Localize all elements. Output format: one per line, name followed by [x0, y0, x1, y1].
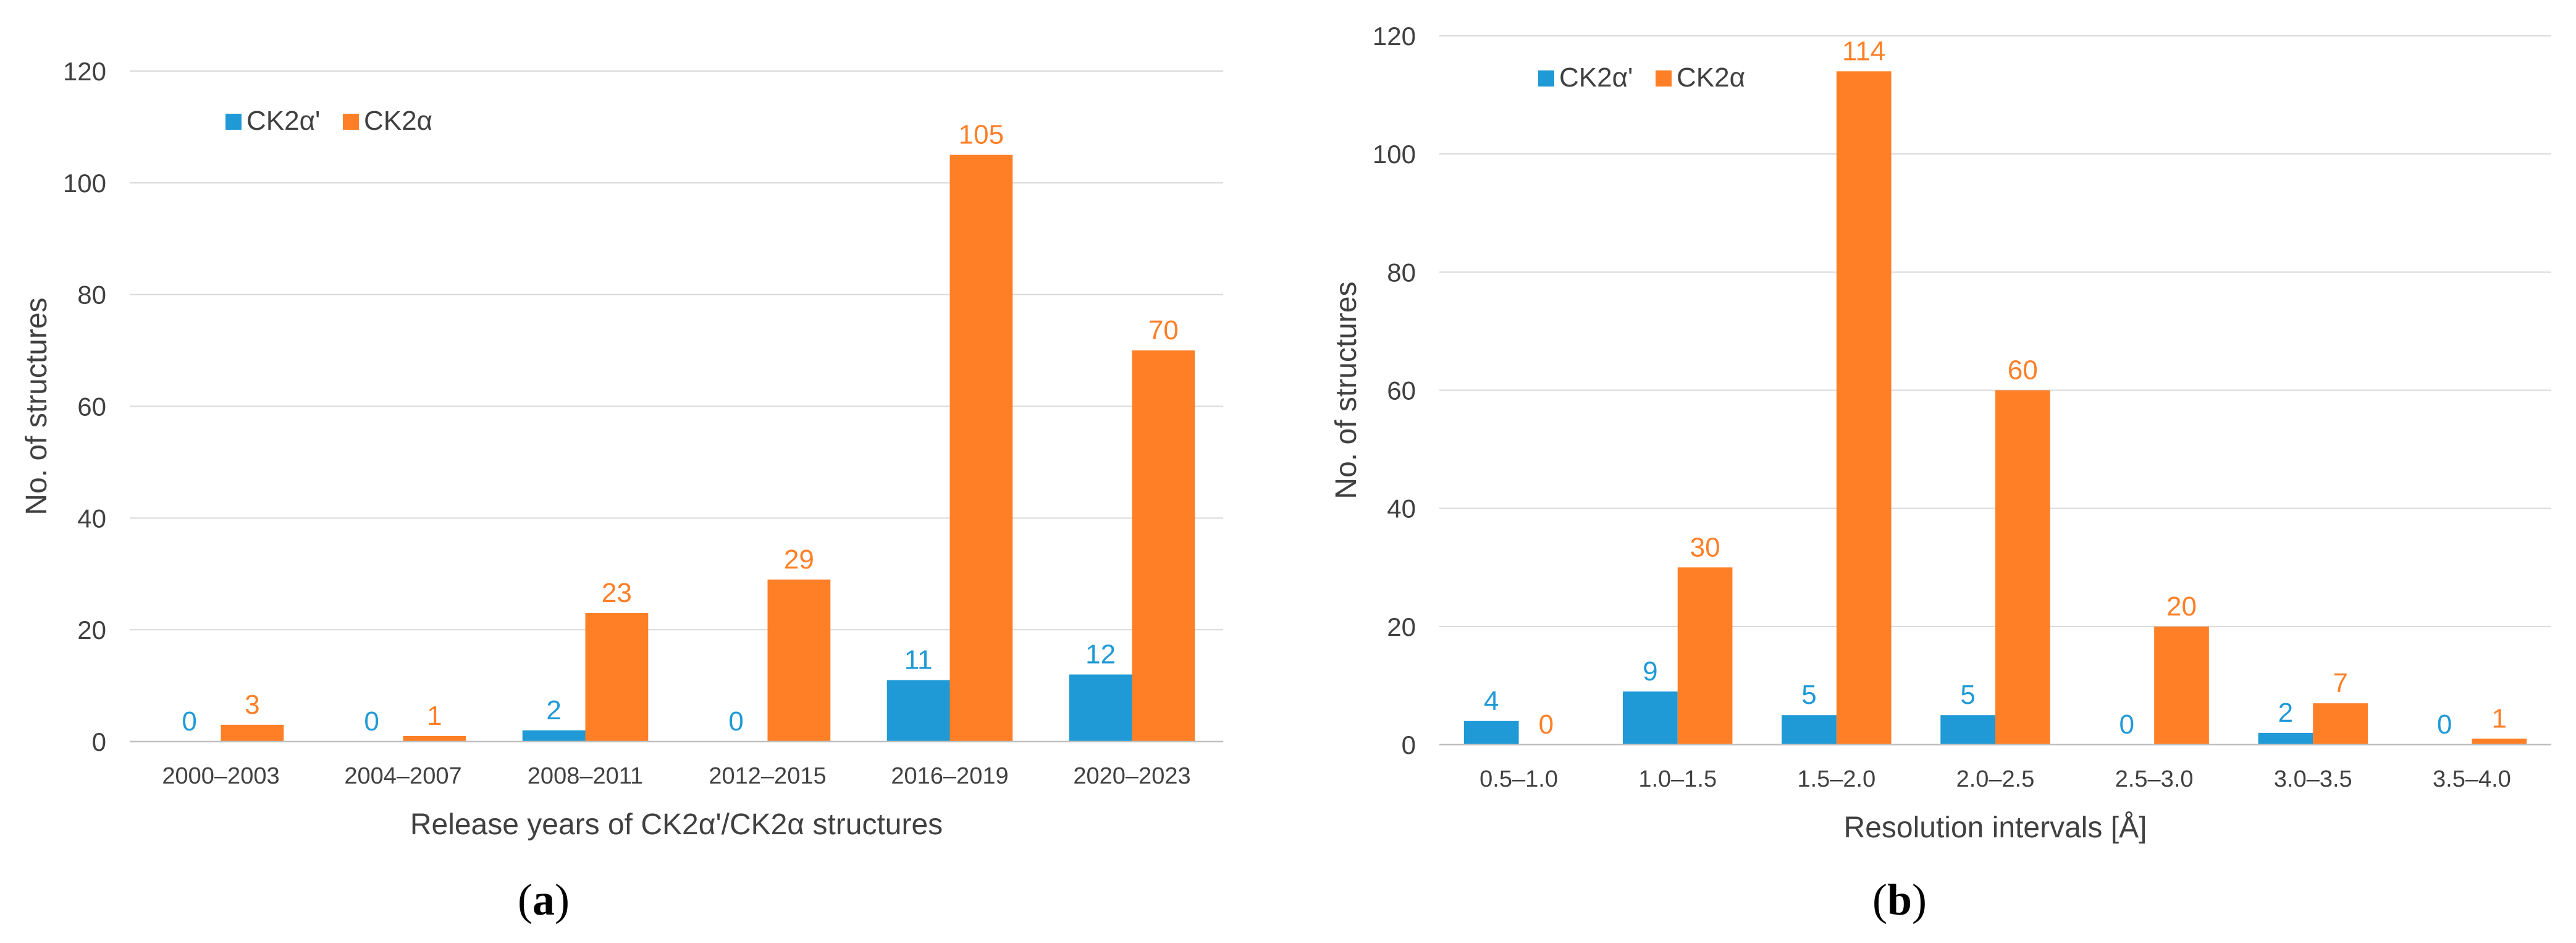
bar-ck2a-prime-1: [1623, 691, 1678, 745]
y-axis-title: No. of structures: [1330, 281, 1363, 499]
data-label-ck2a-prime-5: 2: [2278, 698, 2293, 728]
legend-label-ck2a: CK2α: [364, 106, 432, 136]
data-label-ck2a-6: 1: [2492, 703, 2507, 734]
panel-label-close: ): [1912, 875, 1927, 924]
data-label-ck2a-4: 105: [959, 120, 1004, 150]
legend-swatch-ck2a: [343, 114, 359, 130]
data-label-ck2a-2: 23: [602, 578, 632, 608]
data-label-ck2a-0: 0: [1539, 709, 1554, 740]
x-tick-label: 2.0–2.5: [1956, 766, 2035, 792]
y-tick-label: 60: [1387, 376, 1416, 405]
data-label-ck2a-prime-2: 2: [546, 695, 561, 725]
data-label-ck2a-prime-1: 9: [1643, 656, 1657, 687]
data-label-ck2a-prime-6: 0: [2437, 709, 2452, 740]
y-tick-label: 0: [1402, 730, 1416, 759]
chart-panel-b: 020406080100120400.5–1.09301.0–1.551141.…: [1330, 22, 2551, 924]
data-label-ck2a-prime-1: 0: [364, 706, 379, 737]
data-label-ck2a-3: 60: [2008, 355, 2038, 386]
x-tick-label: 2020–2023: [1073, 763, 1190, 789]
y-tick-label: 120: [63, 57, 106, 86]
bar-ck2a-2: [585, 613, 649, 742]
y-tick-label: 120: [1373, 22, 1416, 51]
panel-label: (b): [1872, 875, 1927, 924]
panel-label-open: (: [1872, 875, 1887, 924]
data-label-ck2a-5: 70: [1148, 315, 1179, 345]
data-label-ck2a-0: 3: [245, 690, 259, 720]
panel-label-letter: a: [532, 875, 555, 924]
x-axis-title: Release years of CK2α'/CK2α structures: [410, 808, 943, 841]
bar-ck2a-5: [1132, 350, 1195, 742]
x-tick-label: 2008–2011: [528, 763, 643, 789]
data-label-ck2a-2: 114: [1842, 36, 1885, 66]
panel-label: (a): [518, 875, 570, 924]
legend-swatch-ck2a-prime: [1538, 70, 1554, 87]
data-label-ck2a-prime-3: 5: [1960, 680, 1975, 710]
bar-ck2a-prime-2: [1782, 715, 1837, 745]
bar-ck2a-1: [1677, 567, 1733, 745]
data-label-ck2a-prime-0: 0: [182, 706, 196, 737]
data-label-ck2a-prime-4: 0: [2119, 709, 2134, 740]
x-tick-label: 2004–2007: [344, 763, 461, 789]
x-tick-label: 3.5–4.0: [2433, 766, 2511, 792]
data-label-ck2a-4: 20: [2166, 591, 2197, 622]
x-tick-label: 1.5–2.0: [1797, 766, 1875, 792]
bar-ck2a-0: [221, 724, 284, 742]
panel-label-close: ): [555, 875, 570, 924]
y-tick-label: 80: [1387, 258, 1416, 287]
panel-label-open: (: [518, 875, 532, 924]
bar-ck2a-3: [767, 579, 831, 742]
data-label-ck2a-prime-0: 4: [1484, 686, 1499, 716]
data-label-ck2a-prime-2: 5: [1801, 680, 1816, 710]
bar-ck2a-prime-5: [1069, 674, 1132, 742]
bar-ck2a-prime-5: [2258, 732, 2313, 745]
y-tick-label: 100: [63, 169, 106, 198]
y-tick-label: 20: [1387, 612, 1416, 641]
legend-label-ck2a-prime: CK2α': [1559, 62, 1633, 93]
bar-ck2a-4: [949, 154, 1013, 742]
legend-label-ck2a: CK2α: [1677, 62, 1745, 93]
x-tick-label: 2000–2003: [162, 763, 279, 789]
data-label-ck2a-prime-5: 12: [1085, 640, 1116, 670]
data-label-ck2a-prime-3: 0: [728, 706, 743, 737]
y-tick-label: 40: [1387, 494, 1416, 523]
y-axis-title: No. of structures: [20, 297, 53, 515]
y-tick-label: 100: [1373, 140, 1416, 169]
x-tick-label: 2016–2019: [891, 763, 1008, 789]
y-tick-label: 60: [77, 392, 106, 421]
bar-ck2a-prime-3: [1940, 715, 1995, 745]
x-tick-label: 1.0–1.5: [1638, 766, 1717, 792]
legend-label-ck2a-prime: CK2α': [246, 106, 320, 136]
bar-ck2a-prime-0: [1463, 721, 1519, 745]
y-tick-label: 0: [92, 727, 106, 756]
x-tick-label: 2012–2015: [709, 763, 826, 789]
data-label-ck2a-1: 30: [1690, 532, 1720, 562]
legend-swatch-ck2a: [1656, 70, 1672, 87]
x-tick-label: 3.0–3.5: [2274, 766, 2352, 792]
bar-ck2a-prime-2: [522, 730, 586, 742]
bar-ck2a-3: [1995, 390, 2050, 745]
x-tick-label: 2.5–3.0: [2115, 766, 2194, 792]
bar-ck2a-1: [403, 735, 466, 742]
x-axis-title: Resolution intervals [Å]: [1844, 811, 2147, 844]
panel-label-letter: b: [1887, 875, 1912, 924]
data-label-ck2a-1: 1: [427, 701, 442, 731]
data-label-ck2a-3: 29: [784, 544, 814, 575]
bar-ck2a-6: [2472, 738, 2527, 745]
data-label-ck2a-5: 7: [2333, 668, 2347, 698]
bar-ck2a-2: [1836, 71, 1892, 745]
bar-ck2a-4: [2154, 626, 2209, 745]
legend-swatch-ck2a-prime: [225, 114, 242, 130]
y-tick-label: 40: [77, 504, 106, 533]
bar-ck2a-prime-4: [886, 680, 950, 742]
y-tick-label: 20: [77, 615, 106, 645]
x-tick-label: 0.5–1.0: [1480, 766, 1558, 792]
y-tick-label: 80: [77, 281, 106, 310]
data-label-ck2a-prime-4: 11: [904, 645, 933, 675]
bar-ck2a-5: [2313, 703, 2368, 745]
